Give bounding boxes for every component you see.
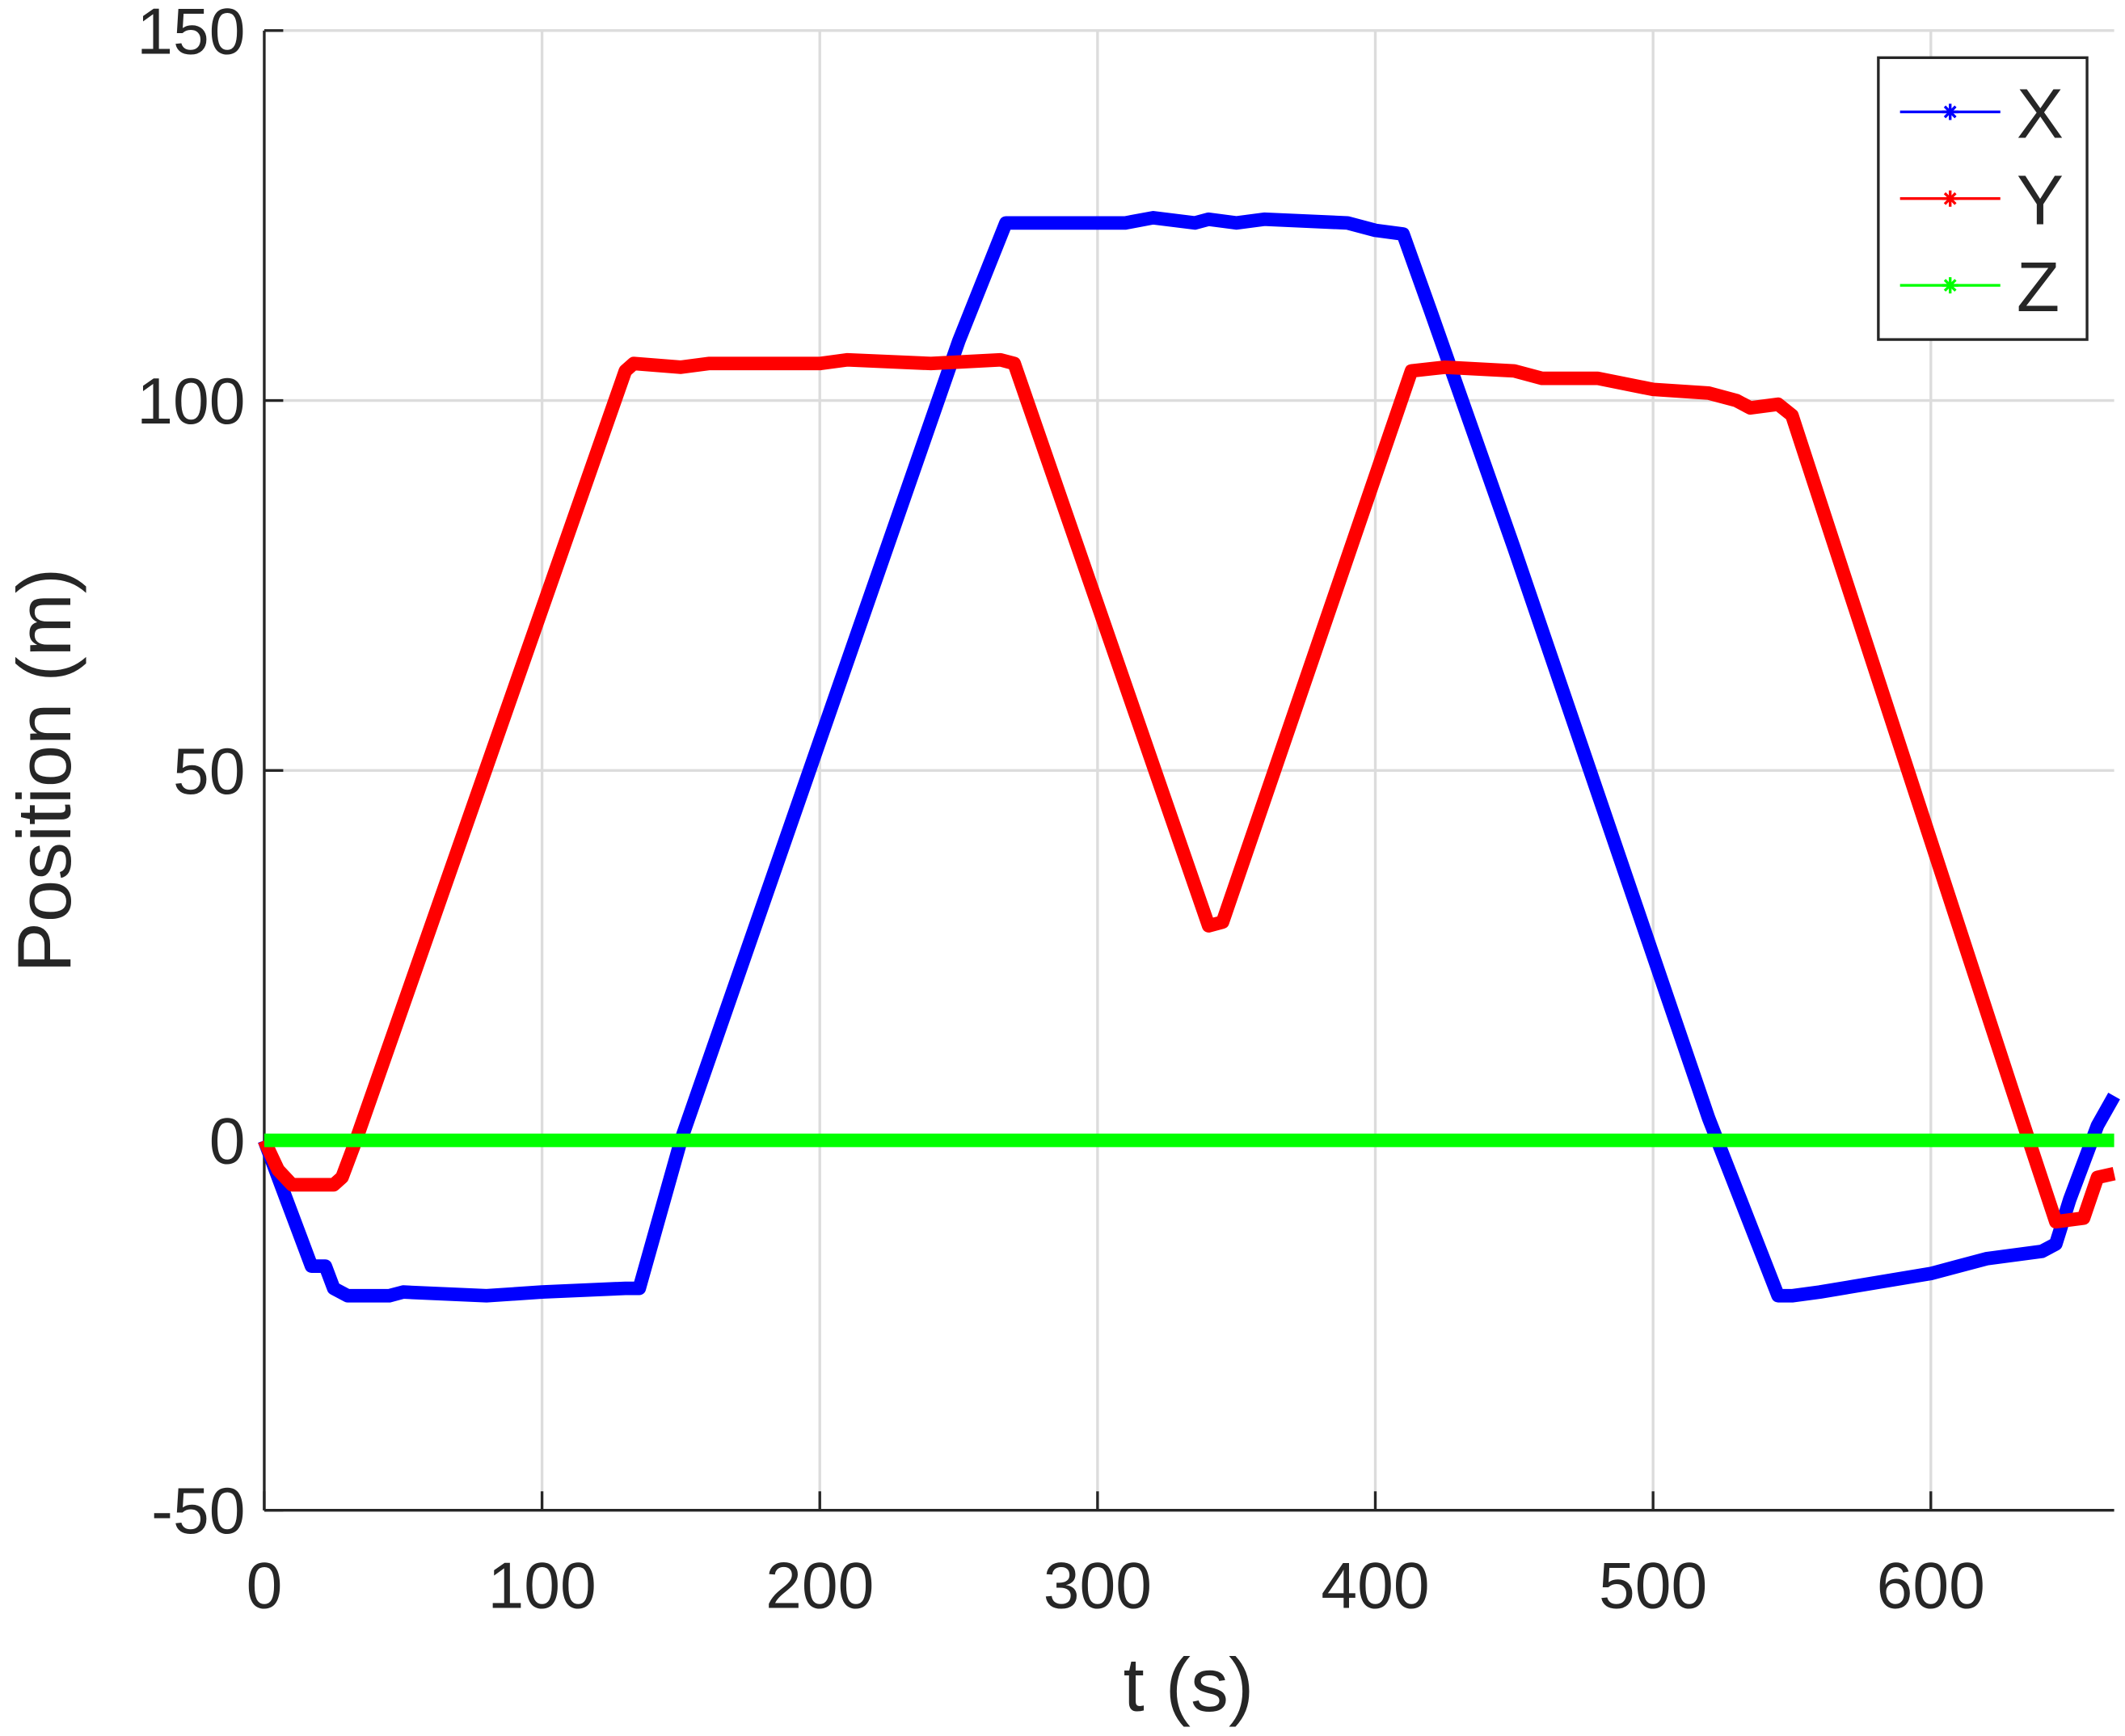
x-axis-label: t (s) [1124, 1642, 1254, 1727]
x-tick-label: 400 [1321, 1549, 1429, 1622]
x-tick-label: 0 [247, 1549, 283, 1622]
y-tick-label: 0 [209, 1106, 246, 1178]
legend-label: X [2017, 74, 2064, 153]
legend-label: Y [2017, 162, 2064, 240]
data-line [258, 211, 2120, 1303]
y-axis-label: Position (m) [2, 568, 86, 973]
data-line [258, 352, 2116, 1229]
x-tick-label: 600 [1877, 1549, 1985, 1622]
y-tick-label: -50 [151, 1475, 245, 1548]
y-tick-label: 50 [173, 735, 246, 808]
y-tick-label: 150 [137, 0, 245, 68]
y-tick-label: 100 [137, 365, 245, 438]
x-tick-label: 300 [1044, 1549, 1152, 1622]
legend-marker [1943, 192, 1957, 205]
legend-label: Z [2017, 248, 2060, 327]
x-tick-label: 200 [765, 1549, 874, 1622]
x-tick-label: 500 [1599, 1549, 1707, 1622]
legend-marker [1943, 279, 1957, 292]
x-tick-label: 100 [487, 1549, 596, 1622]
legend-marker [1943, 105, 1957, 119]
